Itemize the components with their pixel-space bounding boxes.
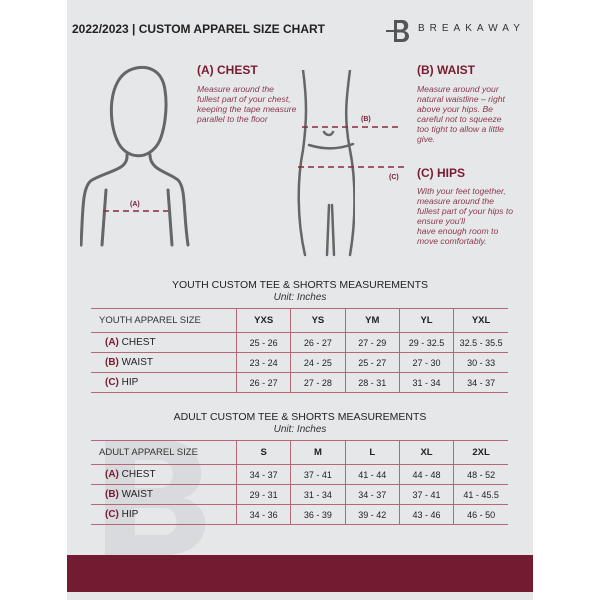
header-cell: YL: [398, 308, 454, 333]
table-header-row: YOUTH APPAREL SIZE YXS YS YM YL YXL: [91, 308, 508, 333]
row-code: (C): [105, 377, 119, 388]
row-name: HIP: [121, 377, 139, 388]
cell: 27 - 28: [290, 372, 346, 393]
cell: 27 - 29: [344, 332, 400, 353]
cell: 23 - 24: [235, 352, 291, 373]
footer-band: [67, 555, 533, 592]
cell: 41 - 44: [344, 464, 400, 485]
row-label: (C) HIP: [91, 372, 237, 393]
cell: 31 - 34: [290, 484, 346, 505]
hips-description-line: With your feet together, measure around …: [417, 186, 514, 226]
cell: 24 - 25: [290, 352, 346, 373]
cell: 36 - 39: [290, 504, 346, 525]
header-cell: M: [290, 440, 346, 465]
row-name: CHEST: [121, 469, 156, 480]
cell: 25 - 27: [344, 352, 400, 373]
brand-name: BREAKAWAY: [418, 23, 525, 34]
cell: 34 - 37: [453, 372, 508, 393]
cell: 31 - 34: [398, 372, 454, 393]
waist-hips-markers: (B) (C): [298, 116, 408, 181]
youth-size-table: YOUTH APPAREL SIZE YXS YS YM YL YXL (A) …: [91, 308, 508, 393]
header-cell: YXL: [453, 308, 508, 333]
cell: 34 - 36: [235, 504, 291, 525]
waist-heading: (B) WAIST: [417, 63, 475, 77]
table-row: (B) WAIST 23 - 24 24 - 25 25 - 27 27 - 3…: [91, 352, 508, 373]
cell: 29 - 32.5: [398, 332, 454, 353]
header-cell: S: [235, 440, 291, 465]
cell: 32.5 - 35.5: [453, 332, 508, 353]
lower-body-illustration: [297, 70, 355, 257]
cell: 34 - 37: [235, 464, 291, 485]
header-cell: 2XL: [453, 440, 508, 465]
adult-size-table: ADULT APPAREL SIZE S M L XL 2XL (A) CHES…: [91, 440, 508, 525]
youth-table-unit: Unit: Inches: [273, 292, 327, 303]
waist-description: Measure around your natural waistline – …: [417, 84, 505, 144]
table-row: (A) CHEST 34 - 37 37 - 41 41 - 44 44 - 4…: [91, 464, 508, 485]
page-title: 2022/2023 | CUSTOM APPAREL SIZE CHART: [72, 22, 325, 36]
hips-description-line: have enough room to move comfortably.: [417, 226, 499, 246]
hips-marker-label: (C): [389, 174, 399, 181]
chest-heading: (A) CHEST: [197, 63, 258, 77]
row-label: (A) CHEST: [91, 332, 237, 353]
table-row: (A) CHEST 25 - 26 26 - 27 27 - 29 29 - 3…: [91, 332, 508, 353]
chest-description: Measure around the fullest part of your …: [197, 84, 297, 124]
table-row: (C) HIP 26 - 27 27 - 28 28 - 31 31 - 34 …: [91, 372, 508, 393]
row-code: (C): [105, 509, 119, 520]
adult-table-title: ADULT CUSTOM TEE & SHORTS MEASUREMENTS: [173, 411, 427, 423]
table-header-row: ADULT APPAREL SIZE S M L XL 2XL: [91, 440, 508, 465]
breakaway-logo-icon: [386, 20, 410, 42]
header-cell: L: [344, 440, 400, 465]
row-label: (B) WAIST: [91, 352, 237, 373]
header-cell: ADULT APPAREL SIZE: [91, 440, 237, 465]
header-cell: XL: [398, 440, 454, 465]
header-cell: YM: [344, 308, 400, 333]
row-code: (B): [105, 489, 119, 500]
cell: 27 - 30: [398, 352, 454, 373]
cell: 44 - 48: [398, 464, 454, 485]
cell: 46 - 50: [453, 504, 508, 525]
header-cell: YOUTH APPAREL SIZE: [91, 308, 237, 333]
row-name: WAIST: [121, 357, 153, 368]
waist-marker-label: (B): [361, 116, 371, 123]
cell: 29 - 31: [235, 484, 291, 505]
hips-heading: (C) HIPS: [417, 166, 465, 180]
row-code: (A): [105, 337, 119, 348]
hips-description: With your feet together, measure around …: [417, 186, 515, 246]
row-name: CHEST: [121, 337, 156, 348]
cell: 48 - 52: [453, 464, 508, 485]
cell: 26 - 27: [290, 332, 346, 353]
cell: 37 - 41: [290, 464, 346, 485]
cell: 28 - 31: [344, 372, 400, 393]
adult-table-unit: Unit: Inches: [273, 424, 327, 435]
cell: 34 - 37: [344, 484, 400, 505]
upper-body-illustration: (A): [80, 66, 190, 247]
header-cell: YS: [290, 308, 346, 333]
cell: 43 - 46: [398, 504, 454, 525]
row-code: (B): [105, 357, 119, 368]
youth-table-title: YOUTH CUSTOM TEE & SHORTS MEASUREMENTS: [171, 279, 429, 291]
cell: 41 - 45.5: [453, 484, 508, 505]
cell: 37 - 41: [398, 484, 454, 505]
row-label: (A) CHEST: [91, 464, 237, 485]
row-code: (A): [105, 469, 119, 480]
row-name: HIP: [121, 509, 139, 520]
table-row: (C) HIP 34 - 36 36 - 39 39 - 42 43 - 46 …: [91, 504, 508, 525]
row-name: WAIST: [121, 489, 153, 500]
cell: 26 - 27: [235, 372, 291, 393]
chest-marker-label: (A): [130, 201, 140, 208]
header-cell: YXS: [235, 308, 291, 333]
row-label: (B) WAIST: [91, 484, 237, 505]
cell: 25 - 26: [235, 332, 291, 353]
cell: 39 - 42: [344, 504, 400, 525]
row-label: (C) HIP: [91, 504, 237, 525]
table-row: (B) WAIST 29 - 31 31 - 34 34 - 37 37 - 4…: [91, 484, 508, 505]
cell: 30 - 33: [453, 352, 508, 373]
